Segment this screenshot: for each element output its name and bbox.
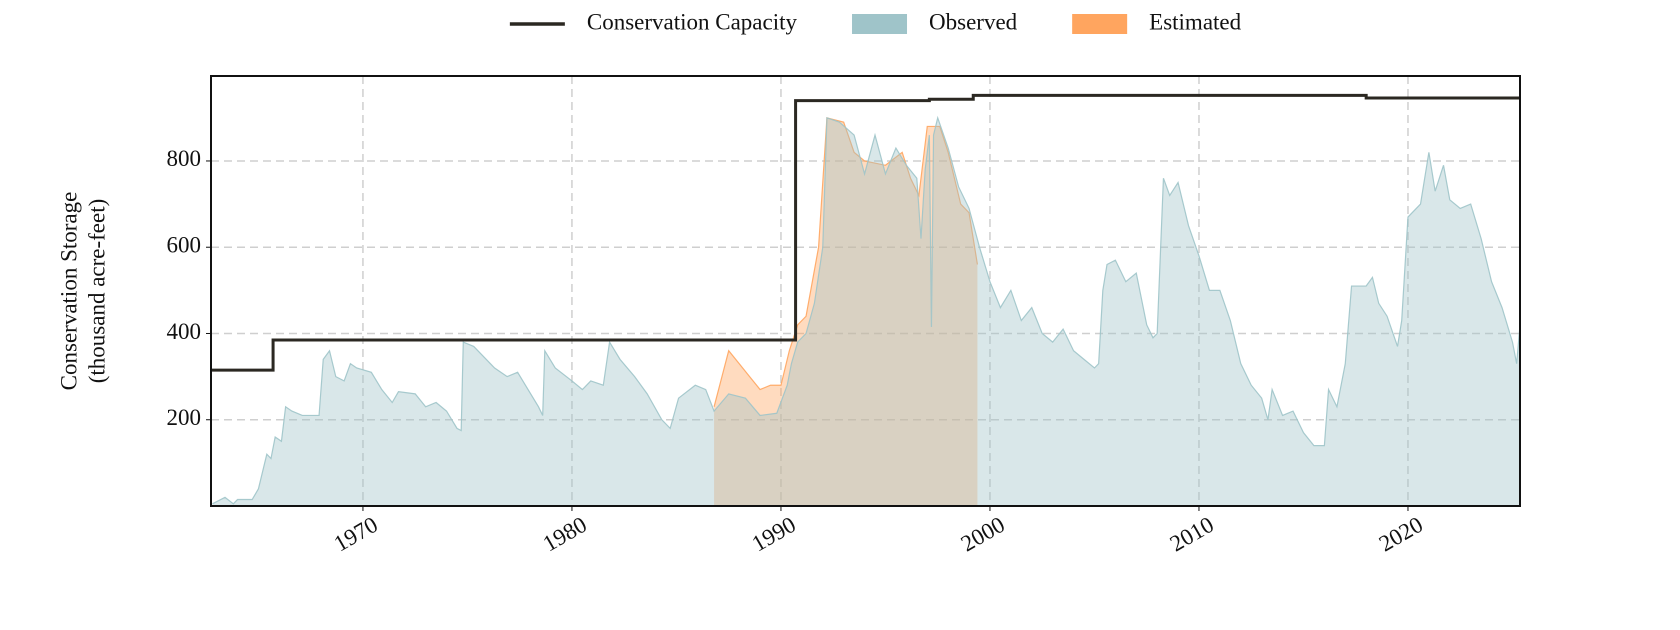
x-tick-label: 1990 (748, 512, 800, 557)
x-tick-label: 1980 (539, 512, 591, 557)
area-fill (714, 117, 978, 506)
legend: Conservation Capacity Observed Estimated (509, 9, 1242, 34)
legend-item: Estimated (1072, 9, 1242, 34)
legend-swatch (852, 14, 908, 34)
y-axis-label-line: (thousand acre-feet) (84, 199, 109, 384)
y-tick-label: 600 (167, 233, 202, 258)
x-tick-label: 1970 (330, 512, 382, 557)
area-fill (212, 117, 1520, 506)
legend-label: Observed (929, 9, 1018, 34)
legend-swatch (1072, 14, 1128, 34)
line (211, 93, 1520, 372)
plot-frame (210, 75, 1521, 507)
x-tick-label: 2000 (957, 512, 1009, 557)
y-tick-label: 800 (167, 146, 202, 171)
x-tick-label: 2010 (1166, 512, 1218, 557)
y-axis-label: Conservation Storage (thousand acre-feet… (56, 192, 109, 391)
area-line (713, 117, 979, 407)
legend-item: Observed (852, 9, 1018, 34)
area-line (212, 115, 1520, 505)
legend-label: Estimated (1149, 9, 1241, 34)
legend-label: Conservation Capacity (587, 9, 798, 34)
y-tick-label: 400 (167, 319, 202, 344)
y-tick-label: 200 (167, 405, 202, 430)
legend-item: Conservation Capacity (509, 9, 798, 34)
x-tick-label: 2020 (1375, 512, 1427, 557)
y-axis-label-line: Conservation Storage (56, 192, 81, 391)
